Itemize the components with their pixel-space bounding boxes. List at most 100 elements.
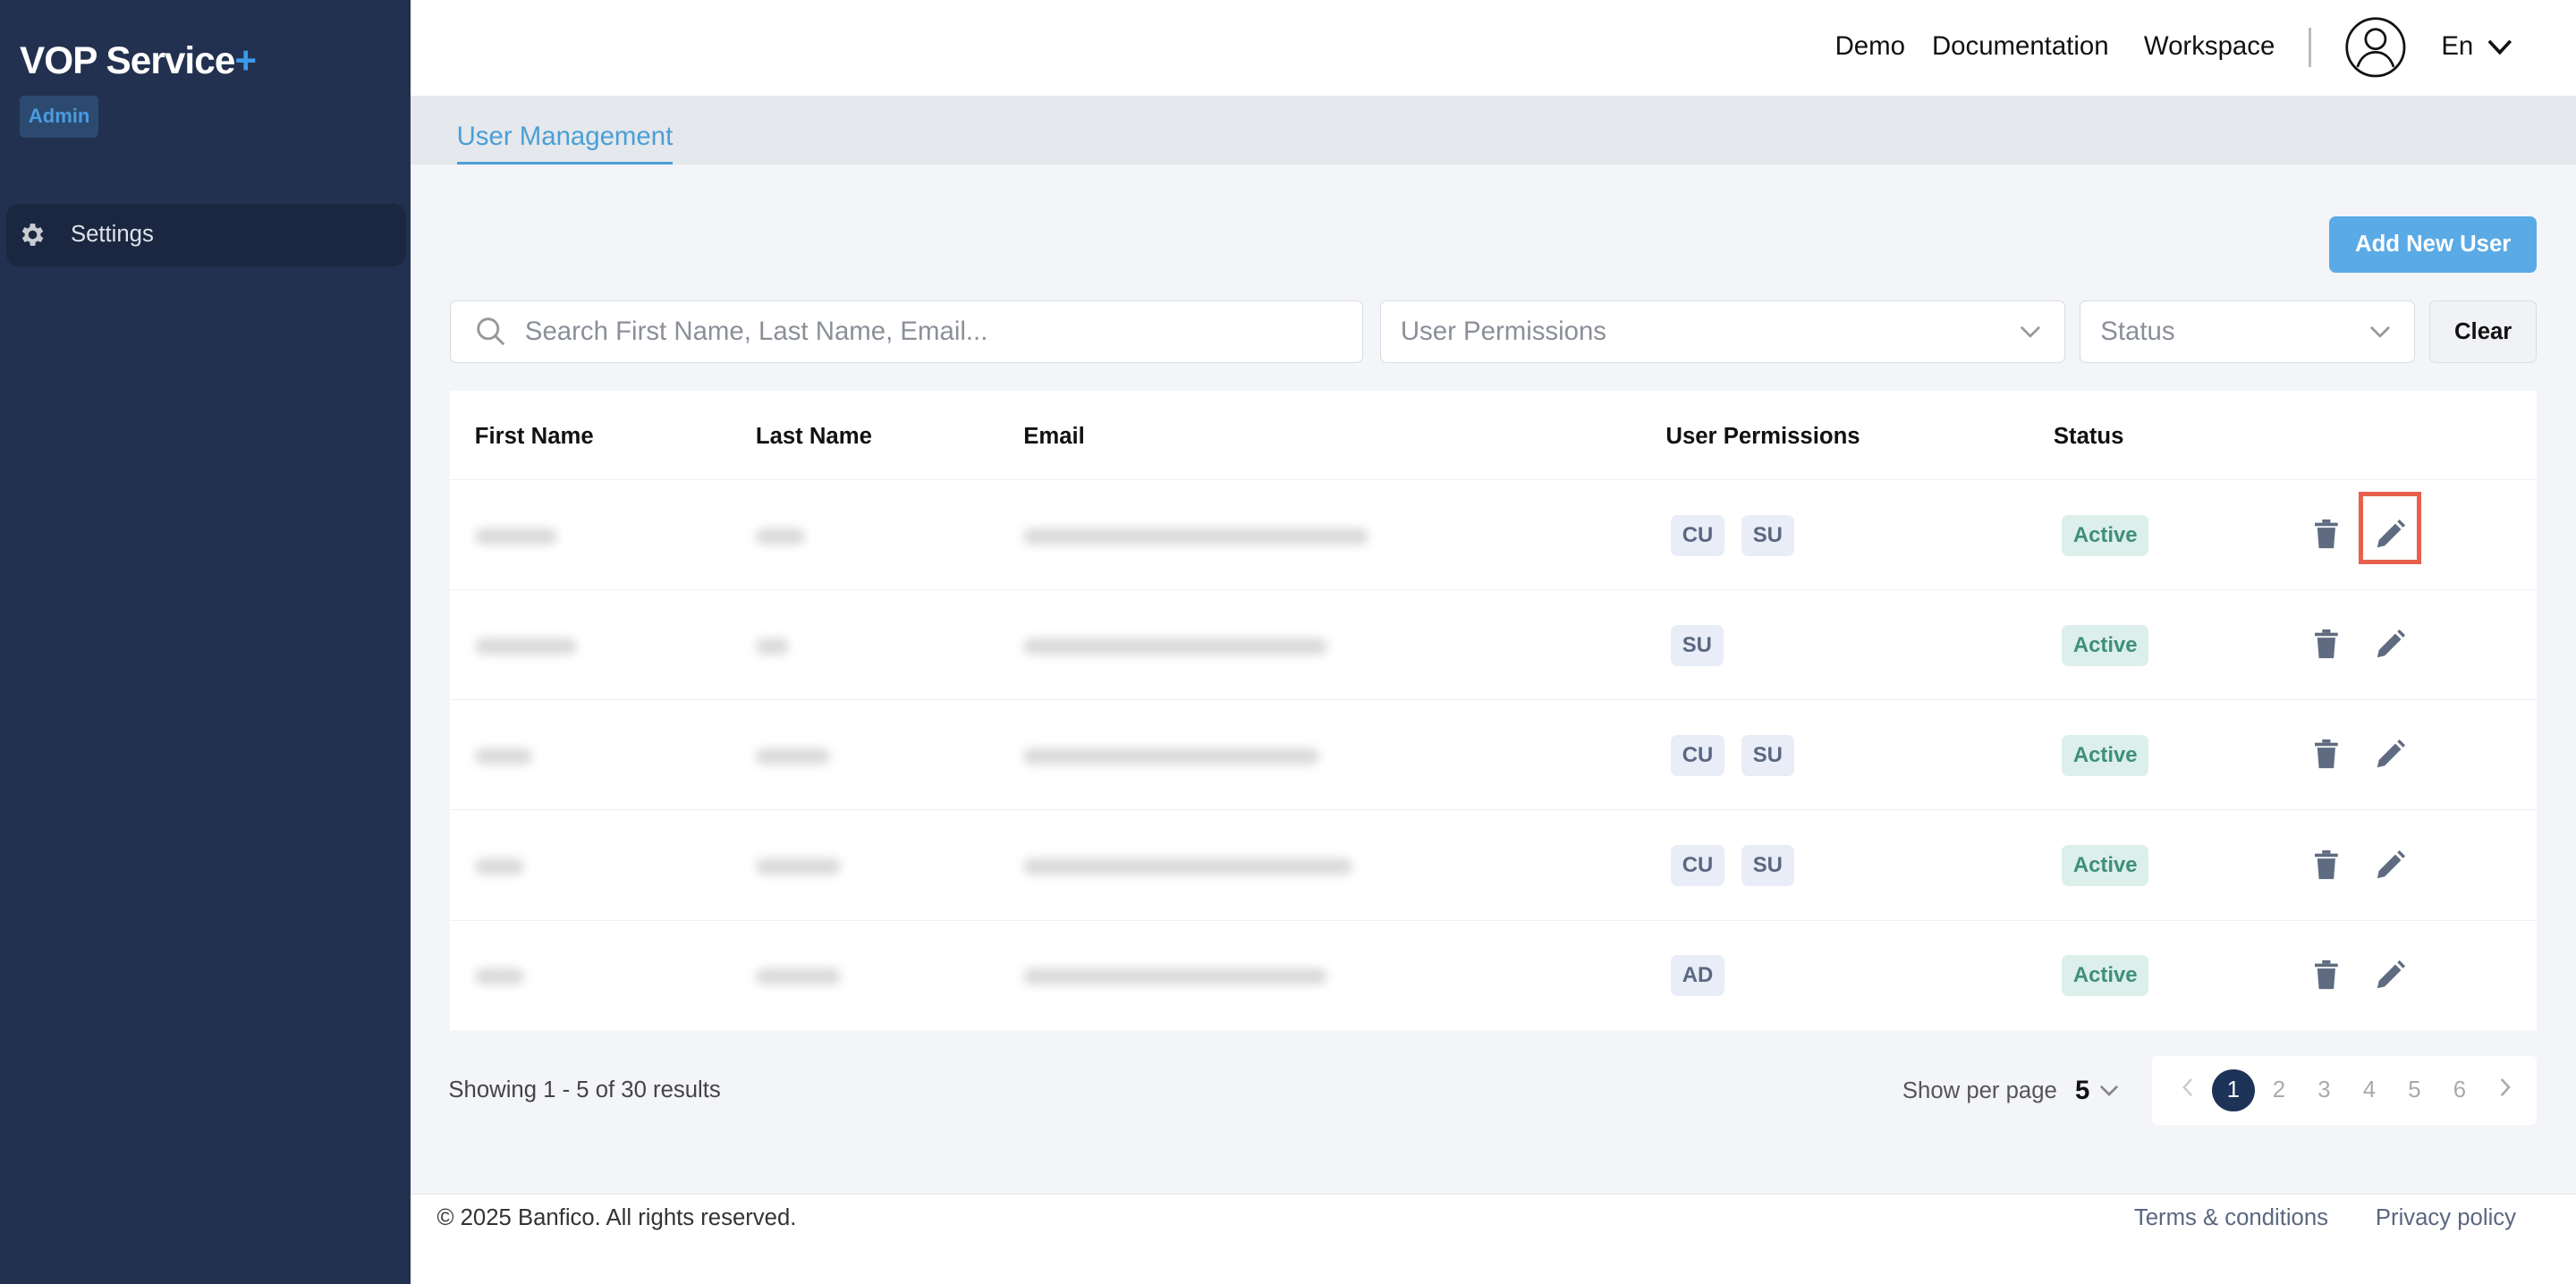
user-avatar-icon[interactable]	[2344, 16, 2407, 79]
clear-filters-button[interactable]: Clear	[2429, 300, 2537, 363]
trash-icon	[2314, 629, 2338, 659]
last-name-cell	[755, 857, 842, 875]
app-logo: VOP Service+	[20, 39, 257, 82]
chevron-down-icon	[2020, 325, 2041, 338]
email-cell	[1023, 857, 1352, 875]
privacy-link[interactable]: Privacy policy	[2375, 1205, 2516, 1231]
page-2-button[interactable]: 2	[2272, 1077, 2286, 1103]
search-icon	[477, 317, 505, 346]
tab-bar	[411, 95, 2576, 165]
next-page-button[interactable]	[2482, 1077, 2528, 1103]
permission-badge: SU	[1670, 624, 1724, 666]
nav-documentation[interactable]: Documentation	[1931, 30, 2109, 61]
status-badge: Active	[2062, 955, 2149, 996]
status-badge: Active	[2062, 845, 2149, 886]
pencil-icon	[2377, 629, 2405, 658]
chevron-down-icon[interactable]	[2487, 39, 2512, 55]
language-selector[interactable]: En	[2441, 30, 2474, 61]
chevron-left-icon	[2182, 1078, 2192, 1097]
page-4-button[interactable]: 4	[2362, 1077, 2377, 1103]
sidebar-item-settings[interactable]: Settings	[6, 203, 406, 266]
tab-user-management[interactable]: User Management	[456, 122, 674, 165]
per-page-value: 5	[2075, 1076, 2090, 1106]
permission-badge: AD	[1670, 955, 1725, 996]
delete-user-button[interactable]	[2309, 629, 2343, 662]
permission-badge: SU	[1741, 845, 1794, 886]
delete-user-button[interactable]	[2309, 849, 2343, 882]
table-row: CU SU Active	[450, 809, 2537, 920]
gear-icon	[21, 224, 44, 247]
top-header	[411, 0, 2576, 96]
status-badge: Active	[2062, 514, 2149, 556]
user-permissions-select[interactable]: User Permissions	[1379, 300, 2065, 363]
email-cell	[1023, 638, 1328, 655]
sidebar-item-label: Settings	[70, 222, 154, 248]
trash-icon	[2314, 739, 2338, 769]
edit-user-button[interactable]	[2374, 629, 2407, 662]
delete-user-button[interactable]	[2309, 519, 2343, 552]
last-name-cell	[755, 528, 805, 545]
last-name-cell	[755, 967, 842, 985]
trash-icon	[2314, 520, 2338, 549]
copyright: © 2025 Banfico. All rights reserved.	[436, 1205, 797, 1231]
status-badge: Active	[2062, 624, 2149, 666]
edit-user-button[interactable]	[2374, 849, 2407, 882]
status-placeholder: Status	[2100, 317, 2175, 346]
add-new-user-button[interactable]: Add New User	[2329, 216, 2537, 273]
page-6-button[interactable]: 6	[2453, 1077, 2467, 1103]
role-badge: Admin	[20, 95, 99, 139]
nav-demo[interactable]: Demo	[1835, 30, 1905, 61]
search-placeholder: Search First Name, Last Name, Email...	[524, 317, 988, 346]
permission-badge: SU	[1741, 734, 1794, 776]
first-name-cell	[474, 528, 557, 545]
status-badge: Active	[2062, 734, 2149, 776]
permission-badge: SU	[1741, 514, 1794, 556]
first-name-cell	[474, 857, 524, 875]
trash-icon	[2314, 959, 2338, 989]
table-row: AD Active	[450, 919, 2537, 1031]
column-header-user-permissions: User Permissions	[1665, 423, 1860, 449]
last-name-cell	[755, 638, 789, 655]
table-row: SU Active	[450, 589, 2537, 700]
page-5-button[interactable]: 5	[2408, 1077, 2421, 1103]
per-page-label: Show per page	[1902, 1077, 2057, 1103]
trash-icon	[2314, 849, 2338, 879]
nav-workspace[interactable]: Workspace	[2143, 30, 2275, 61]
footer	[411, 1194, 2576, 1284]
table-row: CU SU Active	[450, 479, 2537, 590]
first-name-cell	[474, 967, 524, 985]
chevron-right-icon	[2500, 1078, 2511, 1097]
prev-page-button[interactable]	[2165, 1077, 2211, 1103]
edit-user-button[interactable]	[2374, 519, 2407, 552]
permission-badge: CU	[1670, 514, 1725, 556]
page-1-button[interactable]: 1	[2212, 1069, 2255, 1112]
column-header-status: Status	[2053, 423, 2124, 449]
pencil-icon	[2377, 739, 2405, 768]
status-select[interactable]: Status	[2080, 300, 2415, 363]
chevron-down-icon	[2370, 325, 2391, 338]
users-table: First Name Last Name Email User Permissi…	[450, 391, 2537, 1031]
delete-user-button[interactable]	[2309, 959, 2343, 992]
column-header-last-name: Last Name	[755, 423, 872, 449]
header-divider	[2308, 28, 2312, 68]
email-cell	[1023, 748, 1319, 765]
results-summary: Showing 1 - 5 of 30 results	[448, 1077, 721, 1102]
edit-user-button[interactable]	[2374, 739, 2407, 772]
highlight-box	[2359, 492, 2422, 564]
page-3-button[interactable]: 3	[2318, 1077, 2331, 1103]
column-header-first-name: First Name	[474, 423, 594, 449]
pencil-icon	[2377, 520, 2405, 548]
pencil-icon	[2377, 959, 2405, 988]
terms-link[interactable]: Terms & conditions	[2133, 1205, 2328, 1231]
edit-user-button[interactable]	[2374, 959, 2407, 992]
pencil-icon	[2377, 849, 2405, 878]
last-name-cell	[755, 748, 830, 765]
search-input[interactable]: Search First Name, Last Name, Email...	[450, 300, 1364, 363]
permission-badge: CU	[1670, 734, 1725, 776]
chevron-down-icon	[2100, 1085, 2119, 1096]
email-cell	[1023, 528, 1368, 545]
delete-user-button[interactable]	[2309, 739, 2343, 772]
per-page-selector[interactable]: Show per page 5	[1902, 1076, 2120, 1106]
first-name-cell	[474, 638, 577, 655]
first-name-cell	[474, 748, 533, 765]
